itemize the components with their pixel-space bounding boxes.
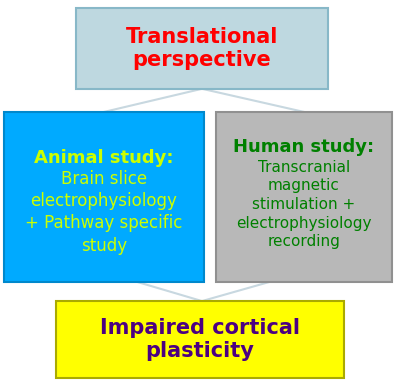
FancyBboxPatch shape bbox=[56, 301, 344, 378]
Text: Translational
perspective: Translational perspective bbox=[126, 27, 278, 70]
Text: Impaired cortical
plasticity: Impaired cortical plasticity bbox=[100, 318, 300, 361]
Text: Brain slice
electrophysiology
+ Pathway specific
study: Brain slice electrophysiology + Pathway … bbox=[25, 170, 183, 255]
FancyBboxPatch shape bbox=[4, 112, 204, 282]
Text: Animal study:: Animal study: bbox=[34, 149, 174, 167]
FancyBboxPatch shape bbox=[76, 8, 328, 89]
Text: Human study:: Human study: bbox=[234, 138, 374, 156]
Text: Transcranial
magnetic
stimulation +
electrophysiology
recording: Transcranial magnetic stimulation + elec… bbox=[236, 160, 372, 249]
FancyBboxPatch shape bbox=[216, 112, 392, 282]
